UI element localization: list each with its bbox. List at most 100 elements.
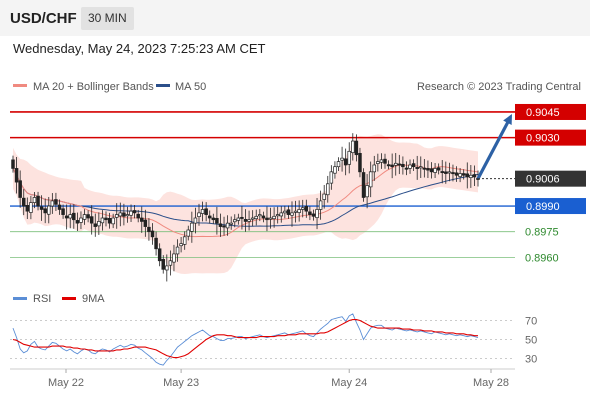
candle-body xyxy=(165,265,169,271)
candle-body xyxy=(311,213,316,217)
rsi-ma-legend-swatch xyxy=(62,297,76,300)
candle-body xyxy=(175,246,180,255)
candle-body xyxy=(82,214,87,220)
forecast-arrow-head xyxy=(503,113,512,125)
price-level-labels: 0.9045 0.9030 0.8990 0.8975 0.8960 0.9006 xyxy=(478,103,586,264)
rsi-tick-label: 30 xyxy=(525,354,537,366)
candle-body xyxy=(11,159,15,169)
candle-body xyxy=(204,208,208,215)
price-levels xyxy=(10,111,515,258)
candle-body xyxy=(390,164,394,168)
last-price-label: 0.9006 xyxy=(526,174,560,186)
candle-body xyxy=(118,212,123,217)
candle-body xyxy=(247,219,251,222)
interval-button[interactable]: 30 MIN xyxy=(81,7,134,30)
candle-body xyxy=(161,259,165,270)
candle-body xyxy=(43,208,47,214)
candle-body xyxy=(222,225,226,228)
candle-body xyxy=(240,216,244,219)
candle-body xyxy=(286,209,291,215)
candle-body xyxy=(14,168,19,183)
candle-body xyxy=(393,162,398,166)
candle-body xyxy=(225,222,230,229)
support-label: 0.8990 xyxy=(526,201,560,213)
rsi-panel: 70 50 30 xyxy=(10,313,537,366)
forecast-arrow xyxy=(476,113,512,180)
ma20-legend-swatch xyxy=(13,84,27,87)
candle-body xyxy=(347,150,351,165)
resistance-label-box xyxy=(515,103,586,120)
candle-body xyxy=(461,173,466,176)
currency-pair-title: USD/CHF xyxy=(10,10,77,27)
candle-body xyxy=(54,199,58,205)
candle-body xyxy=(47,205,51,215)
candle-body xyxy=(36,195,40,207)
candle-body xyxy=(397,163,402,166)
candle-body xyxy=(333,166,337,174)
candle-body xyxy=(436,167,441,171)
candlesticks xyxy=(11,133,480,282)
candle-body xyxy=(340,157,344,161)
candle-body xyxy=(75,220,80,224)
x-tick-label: May 24 xyxy=(331,377,367,389)
candle-body xyxy=(315,209,319,219)
candle-body xyxy=(318,200,323,210)
last-price-box xyxy=(515,170,586,187)
candle-body xyxy=(57,204,62,210)
bollinger-band xyxy=(13,134,478,274)
candle-body xyxy=(472,174,477,178)
candle-body xyxy=(404,167,409,170)
candle-body xyxy=(283,210,287,214)
candle-body xyxy=(365,185,369,198)
candle-body xyxy=(179,243,183,247)
target-label: 0.8975 xyxy=(525,227,559,239)
x-axis: May 22 May 23 May 24 May 28 xyxy=(48,369,509,389)
candle-body xyxy=(182,236,187,245)
candle-body xyxy=(122,212,126,217)
candle-body xyxy=(32,197,37,203)
candle-body xyxy=(107,218,112,224)
candle-body xyxy=(304,206,309,212)
source-credit: Research © 2023 Trading Central xyxy=(417,81,581,93)
candle-body xyxy=(308,211,312,215)
candle-body xyxy=(261,215,266,219)
candle-body xyxy=(193,217,198,224)
candle-body xyxy=(447,171,452,174)
candle-body xyxy=(93,223,98,227)
resistance-label: 0.9030 xyxy=(526,133,560,145)
candle-body xyxy=(408,164,412,169)
x-tick-label: May 23 xyxy=(163,377,199,389)
candle-body xyxy=(25,205,30,212)
rsi-ma-legend-label: 9MA xyxy=(82,293,105,305)
candle-body xyxy=(300,207,305,210)
candle-body xyxy=(104,217,108,221)
candle-body xyxy=(411,163,416,168)
candle-body xyxy=(419,166,423,169)
candle-body xyxy=(326,183,330,196)
candle-body xyxy=(433,168,437,173)
candle-body xyxy=(451,172,455,175)
header-bar: USD/CHF 30 MIN xyxy=(0,0,590,36)
candle-body xyxy=(268,217,273,220)
candle-body xyxy=(368,171,373,188)
candle-body xyxy=(147,226,151,233)
candle-body xyxy=(265,217,269,221)
rsi-legend-swatch xyxy=(13,297,27,300)
candle-body xyxy=(229,222,233,225)
candle-body xyxy=(426,168,430,171)
candle-body xyxy=(469,174,473,178)
candle-body xyxy=(336,161,341,168)
candle-body xyxy=(354,140,359,156)
candle-body xyxy=(86,214,90,219)
candle-body xyxy=(218,223,223,227)
candle-body xyxy=(132,210,137,214)
candle-body xyxy=(168,260,173,266)
candle-body xyxy=(351,140,355,154)
candle-body xyxy=(258,214,262,217)
candle-body xyxy=(154,237,158,250)
candle-body xyxy=(233,219,237,223)
candle-body xyxy=(79,217,83,223)
ma20-legend-label: MA 20 + Bollinger Bands xyxy=(33,81,154,93)
candle-body xyxy=(422,167,427,170)
candle-body xyxy=(444,171,448,174)
